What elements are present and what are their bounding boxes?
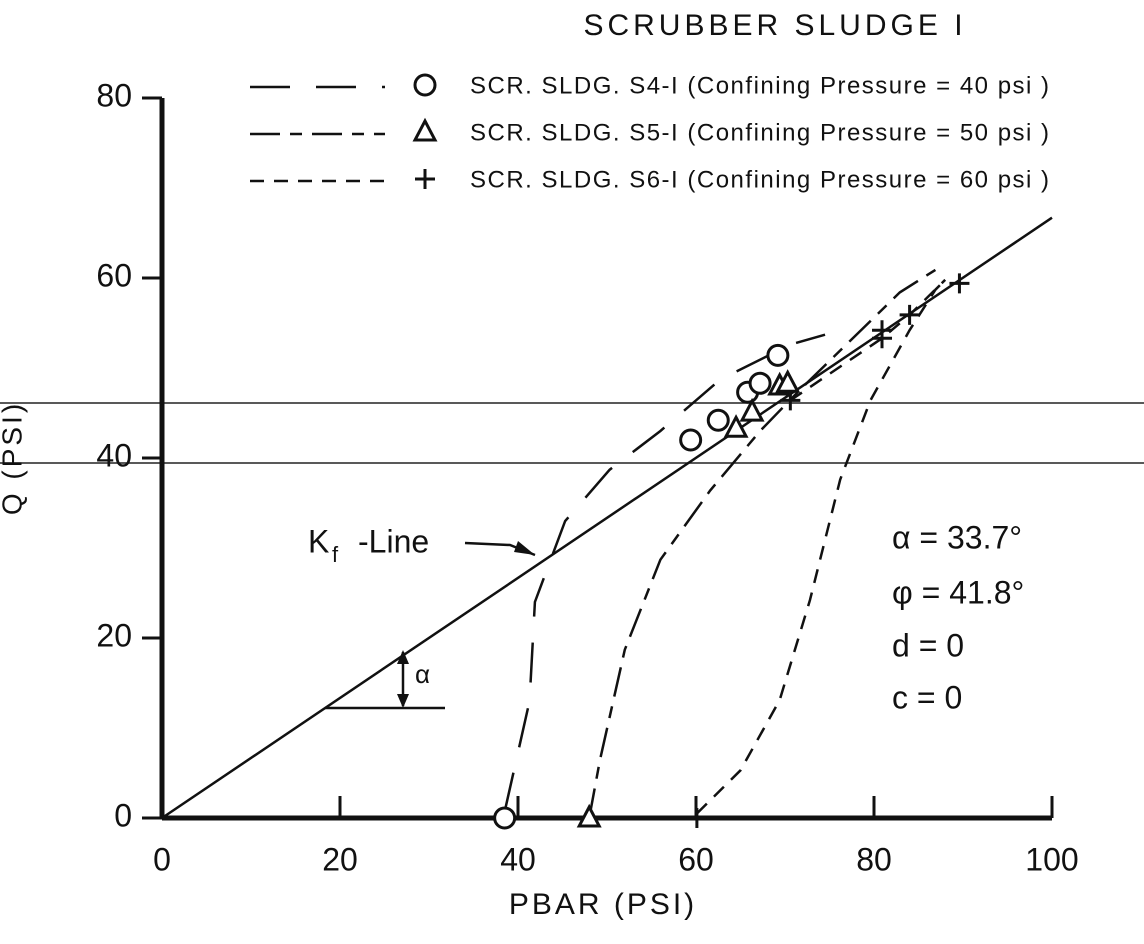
marker xyxy=(415,169,435,189)
annotation: φ = 41.8° xyxy=(892,574,1024,610)
marker xyxy=(775,369,801,393)
annotation: c = 0 xyxy=(892,679,962,715)
annotation: α xyxy=(415,659,430,689)
marker xyxy=(872,320,893,341)
x-tick-label: 80 xyxy=(856,841,892,877)
legend-label: SCR. SLDG. S6-I (Confining Pressure = 60… xyxy=(470,166,1051,193)
annotation: α = 33.7° xyxy=(892,519,1022,555)
chart-title: SCRUBBER SLUDGE I xyxy=(583,9,966,42)
y-tick-label: 20 xyxy=(96,617,132,653)
y-tick-label: 60 xyxy=(96,257,132,293)
marker xyxy=(949,273,970,294)
annotation: d = 0 xyxy=(892,627,964,663)
annotation: f xyxy=(332,542,339,567)
y-tick-label: 0 xyxy=(114,797,132,833)
marker xyxy=(748,371,772,395)
marker xyxy=(679,428,703,452)
stress-path xyxy=(696,278,947,815)
x-tick-label: 20 xyxy=(322,841,358,877)
marker xyxy=(706,408,730,432)
marker xyxy=(686,808,707,828)
arrow-head xyxy=(397,650,409,708)
y-tick-label: 80 xyxy=(96,77,132,113)
stress-path xyxy=(587,268,937,819)
marker xyxy=(780,390,801,411)
y-axis-label: Q (PSI) xyxy=(0,401,27,515)
marker xyxy=(412,117,438,142)
x-tick-label: 40 xyxy=(500,841,536,877)
marker xyxy=(493,806,517,830)
x-tick-label: 100 xyxy=(1025,841,1078,877)
kf-line xyxy=(161,216,1053,820)
marker xyxy=(576,803,602,828)
x-axis-label: PBAR (PSI) xyxy=(509,888,697,921)
y-tick-label: 40 xyxy=(96,437,132,473)
arrow-head xyxy=(514,541,535,555)
marker xyxy=(766,343,790,367)
legend-label: SCR. SLDG. S5-I (Confining Pressure = 50… xyxy=(470,119,1051,146)
marker xyxy=(739,397,765,422)
legend-label: SCR. SLDG. S4-I (Confining Pressure = 40… xyxy=(470,72,1051,99)
marker xyxy=(723,414,749,438)
marker xyxy=(413,73,437,97)
marker xyxy=(899,304,920,325)
stress-path xyxy=(503,333,826,812)
annotation: -Line xyxy=(358,523,429,559)
x-tick-label: 60 xyxy=(678,841,714,877)
x-tick-label: 0 xyxy=(153,841,171,877)
annotation: K xyxy=(308,523,329,559)
